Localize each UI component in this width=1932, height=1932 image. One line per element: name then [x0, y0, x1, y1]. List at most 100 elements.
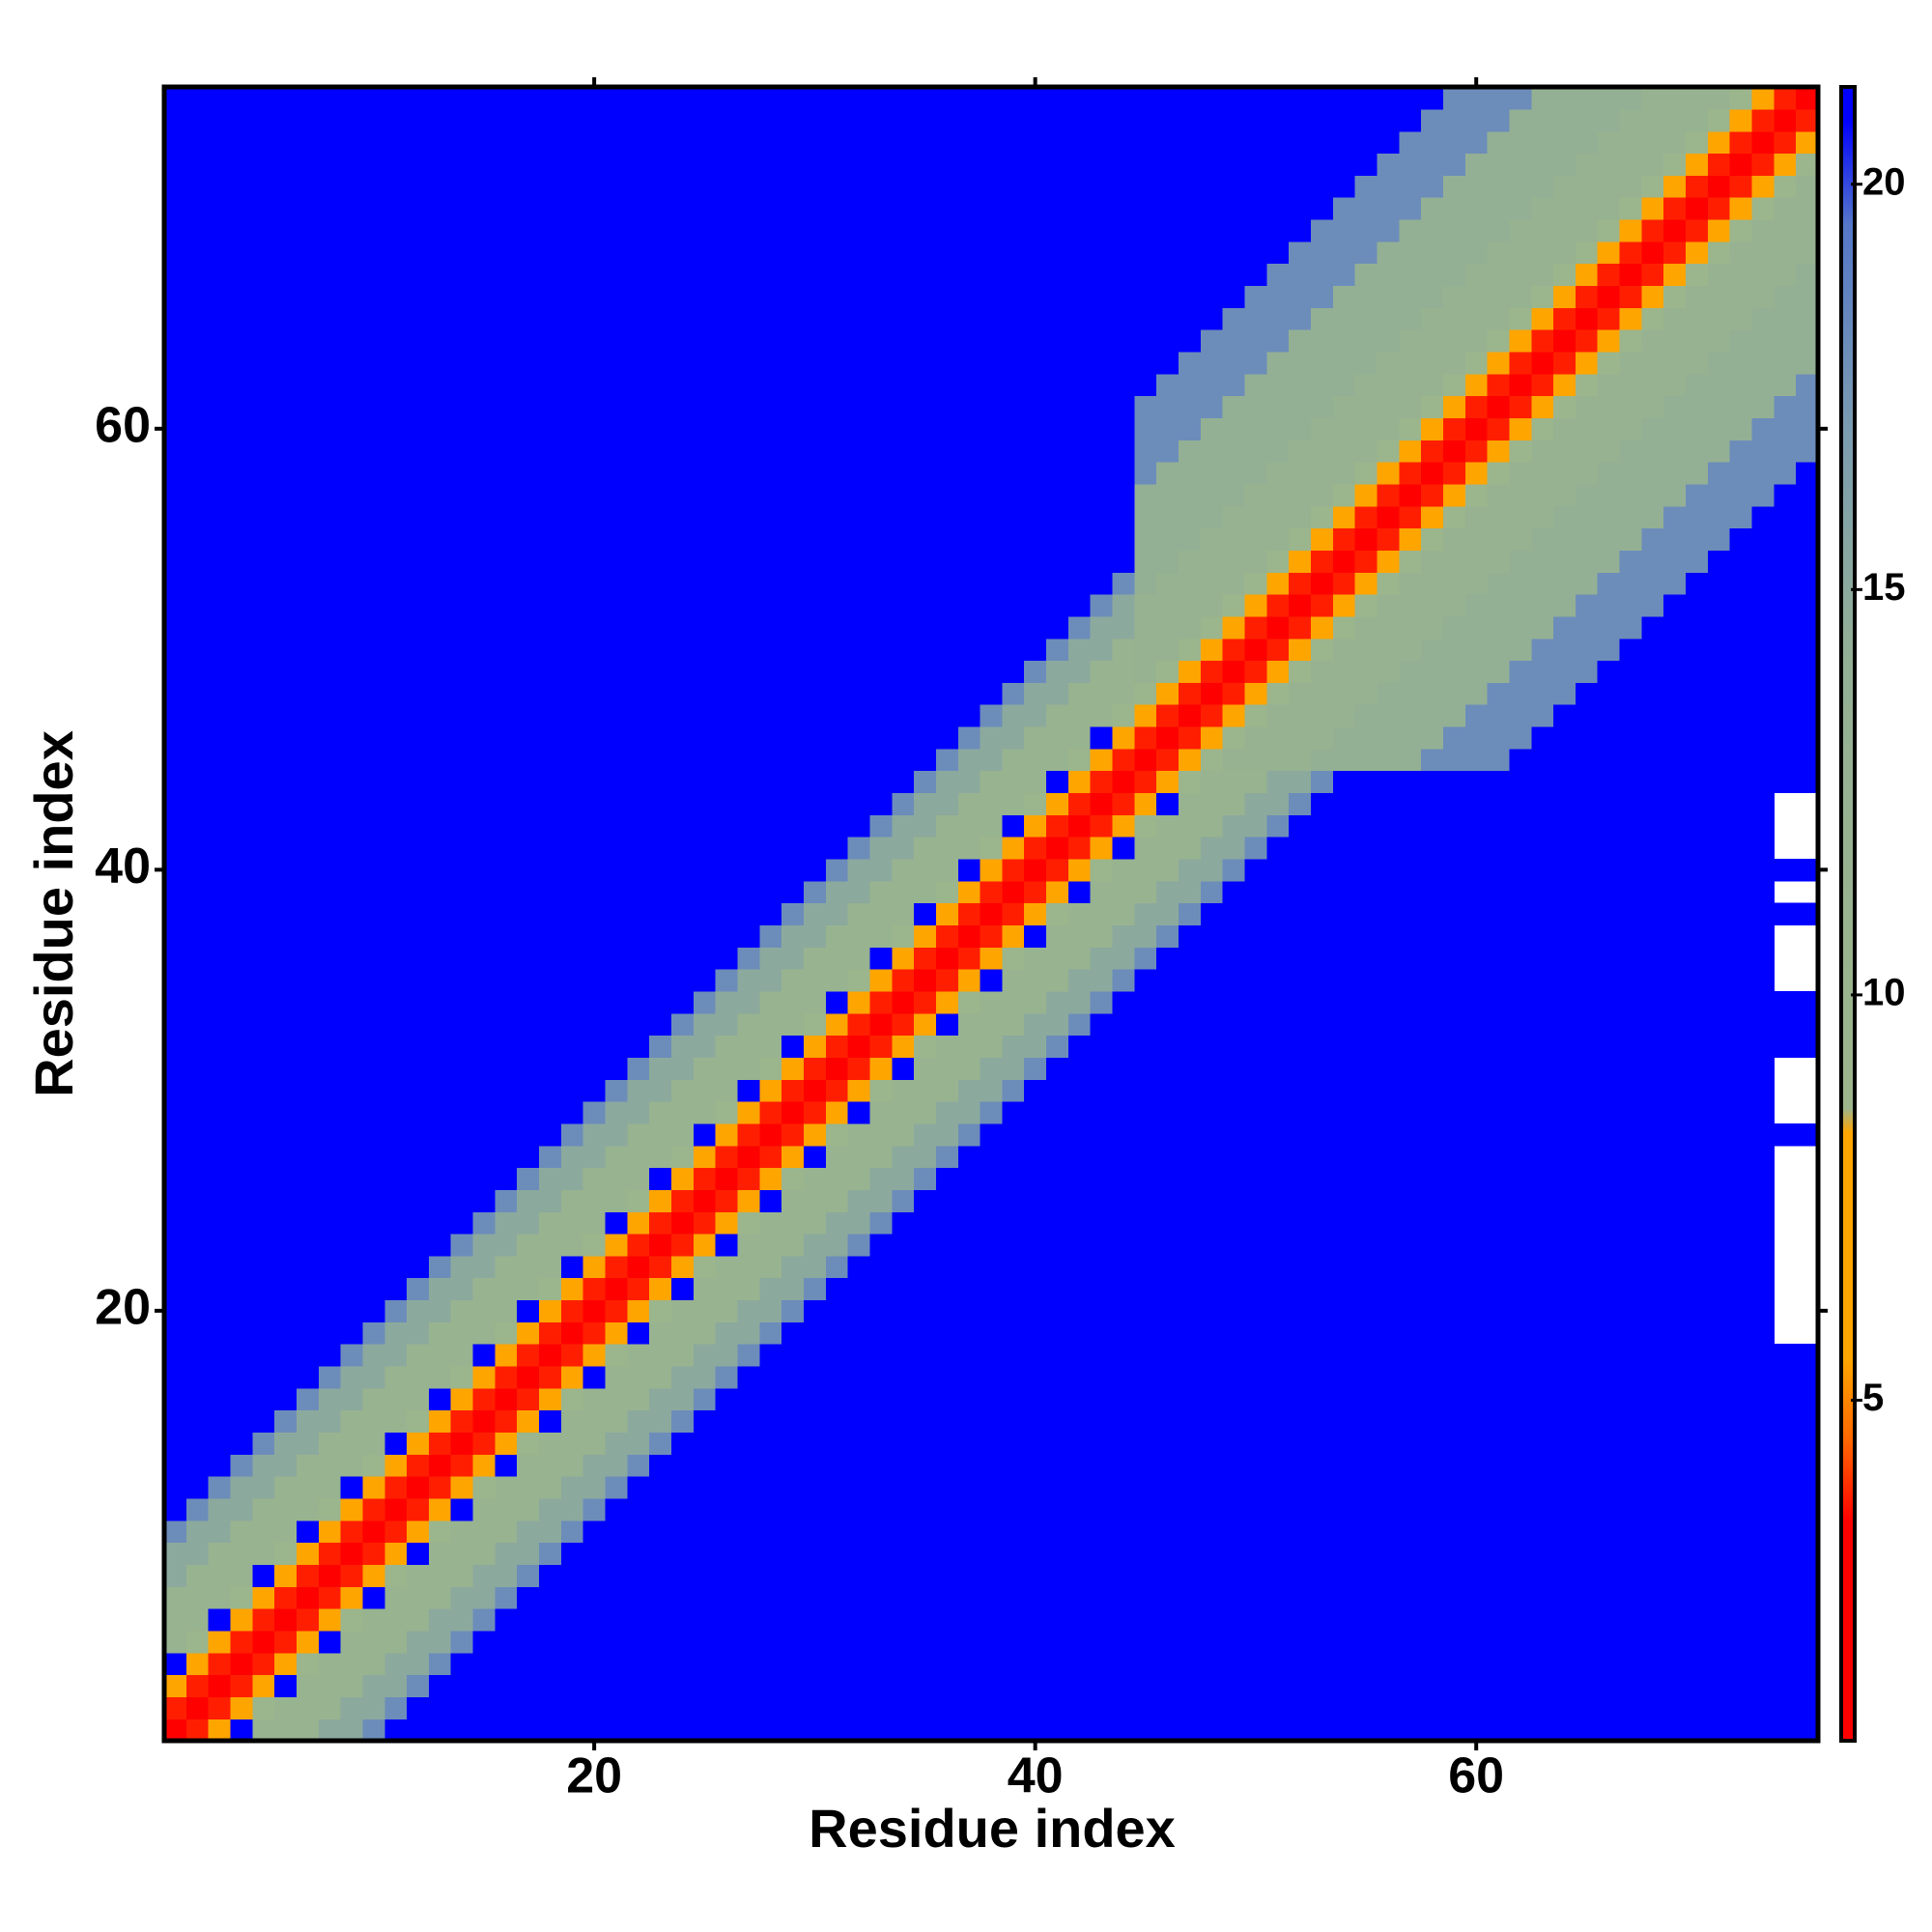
heatmap-cell: [737, 1101, 760, 1124]
heatmap-cell: [605, 990, 628, 1014]
heatmap-cell: [1597, 1387, 1621, 1411]
heatmap-cell: [1464, 1432, 1489, 1455]
heatmap-cell: [1686, 1476, 1709, 1499]
heatmap-cell: [1090, 858, 1114, 882]
heatmap-cell: [1002, 263, 1025, 287]
heatmap-cell: [185, 1233, 210, 1257]
heatmap-cell: [1134, 1608, 1157, 1632]
heatmap-cell: [1244, 725, 1267, 750]
heatmap-cell: [1575, 1189, 1599, 1212]
heatmap-cell: [164, 462, 187, 485]
heatmap-cell: [869, 1696, 893, 1719]
heatmap-cell: [1046, 880, 1069, 904]
heatmap-cell: [869, 263, 893, 287]
heatmap-cell: [1751, 395, 1775, 418]
heatmap-cell: [582, 1321, 607, 1345]
heatmap-cell: [649, 1630, 672, 1654]
heatmap-cell: [1090, 792, 1114, 815]
heatmap-cell: [560, 1233, 584, 1257]
heatmap-cell: [1487, 1586, 1511, 1609]
heatmap-cell: [1024, 638, 1047, 662]
heatmap-cell: [1421, 1542, 1444, 1565]
heatmap-cell: [737, 1520, 760, 1544]
heatmap-cell: [560, 351, 584, 375]
heatmap-cell: [693, 748, 717, 772]
heatmap-cell: [296, 1167, 320, 1190]
heatmap-cell: [1442, 1079, 1466, 1102]
heatmap-cell: [1112, 792, 1135, 815]
heatmap-cell: [1090, 1233, 1114, 1257]
heatmap-cell: [185, 1542, 210, 1565]
heatmap-cell: [715, 462, 739, 485]
heatmap-cell: [582, 1454, 607, 1477]
heatmap-cell: [1024, 902, 1047, 926]
heatmap-cell: [230, 395, 253, 418]
heatmap-cell: [803, 615, 827, 639]
heatmap-cell: [957, 770, 981, 794]
heatmap-cell: [914, 572, 937, 595]
heatmap-cell: [605, 1255, 628, 1279]
heatmap-cell: [1707, 1122, 1731, 1147]
heatmap-cell: [1464, 814, 1489, 838]
heatmap-cell: [1179, 440, 1202, 463]
heatmap-cell: [1002, 770, 1025, 794]
heatmap-cell: [1751, 1233, 1775, 1257]
heatmap-cell: [1067, 1476, 1092, 1499]
heatmap-cell: [1046, 1652, 1069, 1676]
heatmap-cell: [605, 1035, 628, 1058]
heatmap-cell: [1332, 550, 1356, 573]
heatmap-cell: [185, 1321, 210, 1345]
heatmap-cell: [1729, 1365, 1753, 1389]
heatmap-cell: [1751, 615, 1775, 639]
heatmap-cell: [340, 880, 364, 904]
heatmap-cell: [1487, 1233, 1511, 1257]
heatmap-cell: [1354, 1542, 1378, 1565]
heatmap-cell: [407, 1586, 430, 1609]
heatmap-cell: [407, 902, 430, 926]
heatmap-cell: [1090, 550, 1114, 573]
heatmap-cell: [1156, 550, 1179, 573]
heatmap-cell: [1354, 990, 1378, 1014]
heatmap-cell: [362, 1564, 385, 1587]
heatmap-cell: [208, 638, 232, 662]
heatmap-cell: [362, 1674, 385, 1697]
heatmap-cell: [1200, 1122, 1224, 1147]
heatmap-cell: [803, 1233, 827, 1257]
heatmap-cell: [759, 1564, 782, 1587]
heatmap-cell: [539, 1432, 562, 1455]
heatmap-cell: [1200, 1057, 1224, 1080]
heatmap-cell: [957, 1608, 981, 1632]
heatmap-cell: [1377, 990, 1400, 1014]
heatmap-cell: [803, 572, 827, 595]
heatmap-cell: [1112, 1079, 1135, 1102]
heatmap-cell: [208, 748, 232, 772]
heatmap-cell: [1641, 1167, 1664, 1190]
heatmap-cell: [1002, 748, 1025, 772]
heatmap-cell: [539, 1255, 562, 1279]
heatmap-cell: [384, 594, 408, 617]
heatmap-cell: [1377, 483, 1400, 507]
heatmap-cell: [517, 638, 540, 662]
heatmap-cell: [1266, 725, 1290, 750]
heatmap-cell: [671, 1344, 695, 1367]
heatmap-cell: [914, 1167, 937, 1190]
heatmap-cell: [1377, 550, 1400, 573]
heatmap-cell: [185, 594, 210, 617]
heatmap-cell: [1487, 417, 1511, 440]
heatmap-cell: [1399, 615, 1422, 639]
heatmap-cell: [1553, 704, 1577, 727]
heatmap-cell: [582, 1630, 607, 1654]
heatmap-cell: [472, 1321, 496, 1345]
heatmap-cell: [318, 417, 342, 440]
heatmap-cell: [825, 947, 849, 970]
heatmap-cell: [1222, 1122, 1246, 1147]
heatmap-cell: [1707, 1167, 1731, 1190]
heatmap-cell: [914, 990, 937, 1014]
heatmap-cell: [539, 417, 562, 440]
heatmap-cell: [1751, 462, 1775, 485]
heatmap-cell: [715, 505, 739, 529]
heatmap-cell: [957, 1079, 981, 1102]
heatmap-cell: [1354, 1344, 1378, 1367]
heatmap-cell: [914, 550, 937, 573]
heatmap-cell: [296, 1674, 320, 1697]
